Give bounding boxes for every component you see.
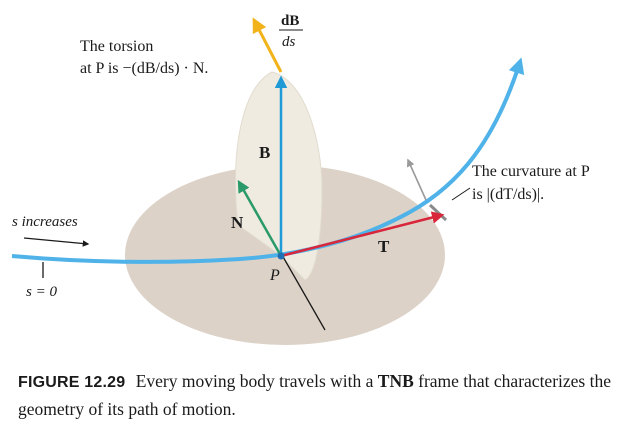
torsion-label-line2: at P is −(dB/ds) · N. [80, 60, 208, 77]
curvature-label-line2: is |(dT/ds)|. [472, 186, 544, 203]
caption-text-before: Every moving body travels with a [135, 371, 374, 391]
curvature-direction-line [406, 158, 427, 201]
curvature-label-line1: The curvature at P [472, 163, 590, 180]
torsion-label-line1: The torsion [80, 38, 153, 55]
db-ds-numerator: dB [281, 13, 299, 29]
figure-number: FIGURE 12.29 [18, 374, 126, 391]
s-zero-label: s = 0 [26, 284, 57, 300]
caption-tnb-bold: TNB [377, 371, 414, 391]
plane-intersection-line [281, 254, 326, 331]
point-p [277, 252, 285, 260]
s-increases-arrow [23, 237, 90, 247]
figure-caption: FIGURE 12.29 Every moving body travels w… [18, 368, 628, 423]
vector-b-label: B [259, 143, 270, 162]
point-p-label: P [269, 267, 280, 284]
vector-n-label: N [231, 213, 244, 232]
vector-db-ds-arrow [252, 17, 283, 73]
normal-plane [235, 71, 323, 281]
curvature-leader-line [451, 187, 471, 201]
s-increases-label: s increases [12, 214, 78, 230]
vector-n-arrow [237, 179, 283, 257]
caption-text-after: frame that characterizes the geometry of… [18, 371, 611, 419]
vector-t-arrow [280, 211, 445, 258]
db-ds-denominator: ds [282, 34, 296, 50]
vector-t-label: T [378, 237, 390, 256]
